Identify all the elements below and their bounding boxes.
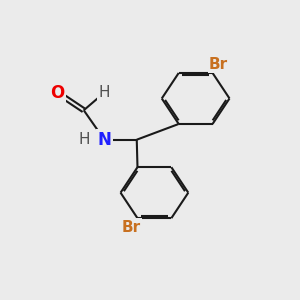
Text: N: N xyxy=(98,131,111,149)
Text: H: H xyxy=(99,85,110,100)
Text: Br: Br xyxy=(121,220,140,235)
Text: Br: Br xyxy=(209,56,228,71)
Text: O: O xyxy=(50,84,64,102)
Text: H: H xyxy=(78,132,89,147)
